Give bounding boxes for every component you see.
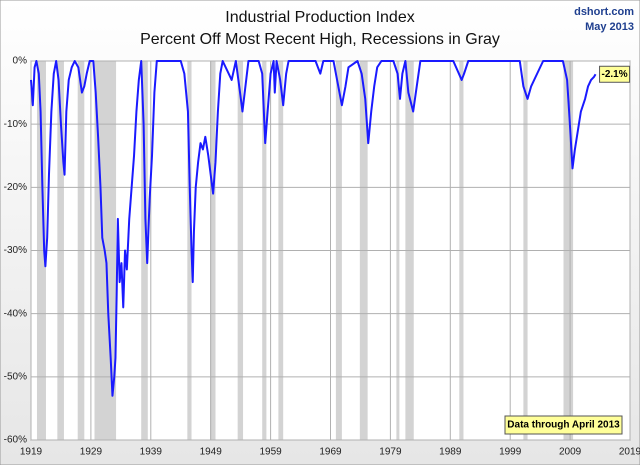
value-label-box bbox=[599, 65, 631, 83]
y-tick-label: -30% bbox=[4, 245, 27, 256]
x-tick-label: 1979 bbox=[379, 447, 402, 458]
x-tick-label: 1929 bbox=[80, 447, 103, 458]
y-tick-label: 0% bbox=[13, 56, 28, 67]
y-tick-label: -40% bbox=[4, 308, 27, 319]
value-label: -2.1% bbox=[601, 69, 627, 80]
source: dshort.com bbox=[574, 6, 634, 18]
note-box bbox=[504, 415, 623, 435]
x-tick-label: 1969 bbox=[319, 447, 342, 458]
line bbox=[30, 60, 597, 397]
chart-title: Industrial Production Index bbox=[225, 9, 414, 26]
x-tick-label: 1919 bbox=[20, 447, 43, 458]
x-tick-label: 2019 bbox=[619, 447, 640, 458]
y-tick-label: -60% bbox=[4, 435, 27, 446]
x-tick-label: 1949 bbox=[200, 447, 223, 458]
x-tick-label: 1959 bbox=[259, 447, 282, 458]
y-tick-label: -20% bbox=[4, 182, 27, 193]
note: Data through April 2013 bbox=[507, 420, 620, 431]
x-tick-label: 2009 bbox=[559, 447, 582, 458]
x-tick-label: 1939 bbox=[140, 447, 163, 458]
y-tick-label: -50% bbox=[4, 371, 27, 382]
x-tick-label: 1999 bbox=[499, 447, 522, 458]
x-tick-label: 1989 bbox=[439, 447, 462, 458]
date: May 2013 bbox=[585, 21, 634, 33]
chart-subtitle: Percent Off Most Recent High, Recessions… bbox=[140, 31, 500, 48]
y-tick-label: -10% bbox=[4, 119, 27, 130]
